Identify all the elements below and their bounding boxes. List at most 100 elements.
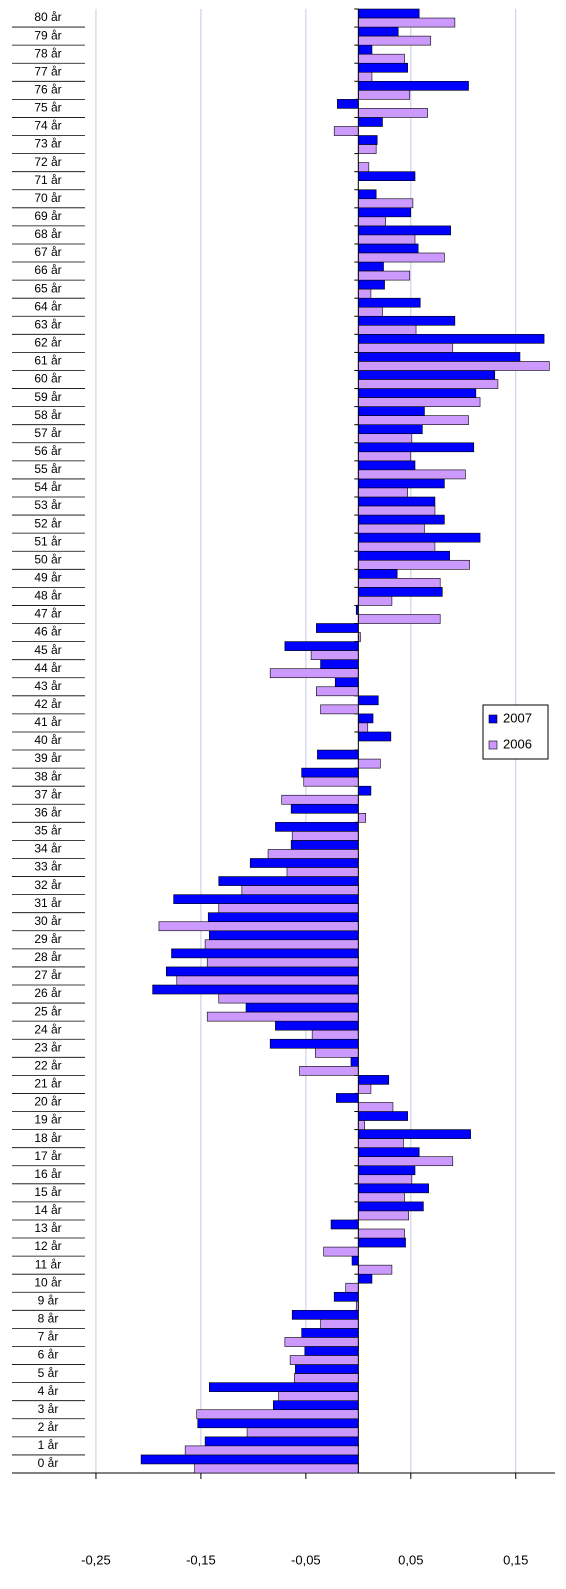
category-label: 37 år	[34, 787, 61, 801]
category-label: 60 år	[34, 372, 61, 386]
bar	[358, 71, 373, 82]
category-label: 77 år	[34, 64, 61, 78]
bar	[358, 785, 372, 796]
legend-label: 2007	[503, 710, 532, 725]
category-label: 27 år	[34, 968, 61, 982]
category-label: 5 år	[38, 1366, 59, 1380]
category-label: 51 år	[34, 534, 61, 548]
category-label: 32 år	[34, 878, 61, 892]
bar	[289, 1355, 359, 1365]
bar	[358, 117, 383, 127]
category-label: 65 år	[34, 281, 61, 295]
category-label: 78 år	[34, 46, 61, 60]
x-tick-label: 0,15	[503, 1552, 528, 1567]
bar	[299, 1066, 359, 1076]
x-tick-label: -0,25	[81, 1552, 111, 1567]
bar	[358, 532, 481, 543]
bar	[358, 1174, 413, 1185]
category-label: 33 år	[34, 860, 61, 874]
category-label: 63 år	[34, 317, 61, 331]
bar	[358, 1111, 408, 1121]
bar	[358, 496, 436, 507]
bar	[330, 1219, 359, 1230]
bar	[358, 53, 405, 64]
bar	[358, 8, 420, 19]
category-label: 66 år	[34, 263, 61, 277]
category-label: 3 år	[38, 1402, 59, 1416]
category-label: 8 år	[38, 1312, 59, 1326]
bar	[269, 1038, 359, 1049]
category-label: 9 år	[38, 1293, 59, 1307]
bar	[358, 1147, 420, 1158]
bar	[246, 1427, 359, 1438]
bar	[245, 1002, 359, 1013]
bar	[358, 614, 441, 624]
bar	[358, 288, 372, 299]
bar	[358, 1075, 390, 1085]
category-label: 73 år	[34, 137, 61, 151]
bar	[218, 993, 359, 1004]
bar	[358, 379, 499, 389]
bar	[358, 559, 470, 570]
bar	[358, 1156, 454, 1167]
bar	[358, 270, 411, 281]
bar	[295, 1364, 359, 1374]
bar	[290, 803, 359, 814]
legend-swatch	[488, 714, 498, 724]
bar	[358, 388, 477, 398]
bar	[358, 225, 451, 236]
bar	[284, 641, 359, 651]
bar	[333, 126, 359, 136]
bar	[358, 279, 385, 290]
bar	[316, 623, 359, 633]
bar	[269, 668, 359, 679]
bar	[207, 912, 359, 923]
bar	[158, 921, 359, 932]
category-label: 14 år	[34, 1203, 61, 1217]
bar	[358, 108, 428, 118]
bar	[358, 135, 378, 145]
bar	[184, 1445, 359, 1456]
category-label: 54 år	[34, 480, 61, 494]
bar	[358, 1183, 429, 1194]
category-label: 45 år	[34, 643, 61, 657]
bar	[358, 162, 370, 172]
category-label: 58 år	[34, 408, 61, 422]
x-tick-label: -0,15	[186, 1552, 216, 1567]
category-label: 15 år	[34, 1185, 61, 1199]
category-label: 26 år	[34, 986, 61, 1000]
bar	[311, 1029, 359, 1040]
bar	[358, 144, 377, 154]
category-label: 35 år	[34, 824, 61, 838]
bar	[310, 650, 359, 660]
category-label: 79 år	[34, 28, 61, 42]
bar	[209, 1382, 359, 1392]
category-label: 28 år	[34, 950, 61, 964]
category-label: 46 år	[34, 625, 61, 639]
category-label: 30 år	[34, 914, 61, 928]
bar	[317, 749, 359, 760]
category-label: 55 år	[34, 462, 61, 476]
bar	[358, 433, 413, 444]
bar	[358, 306, 383, 317]
bar	[358, 252, 445, 263]
category-label: 48 år	[34, 589, 61, 603]
x-tick-label: -0,05	[291, 1552, 321, 1567]
bar	[320, 1319, 359, 1329]
category-label: 56 år	[34, 444, 61, 458]
category-label: 72 år	[34, 155, 61, 169]
bar	[358, 442, 475, 453]
category-label: 47 år	[34, 607, 61, 621]
bar	[358, 541, 436, 552]
bar	[286, 867, 359, 877]
category-label: 57 år	[34, 426, 61, 440]
bar	[284, 1337, 359, 1347]
category-label: 21 år	[34, 1077, 61, 1091]
category-label: 62 år	[34, 336, 61, 350]
bar	[218, 876, 359, 886]
bar	[358, 334, 545, 344]
category-label: 76 år	[34, 83, 61, 97]
bar	[358, 406, 425, 416]
bar	[278, 1391, 359, 1402]
bar	[358, 415, 469, 426]
